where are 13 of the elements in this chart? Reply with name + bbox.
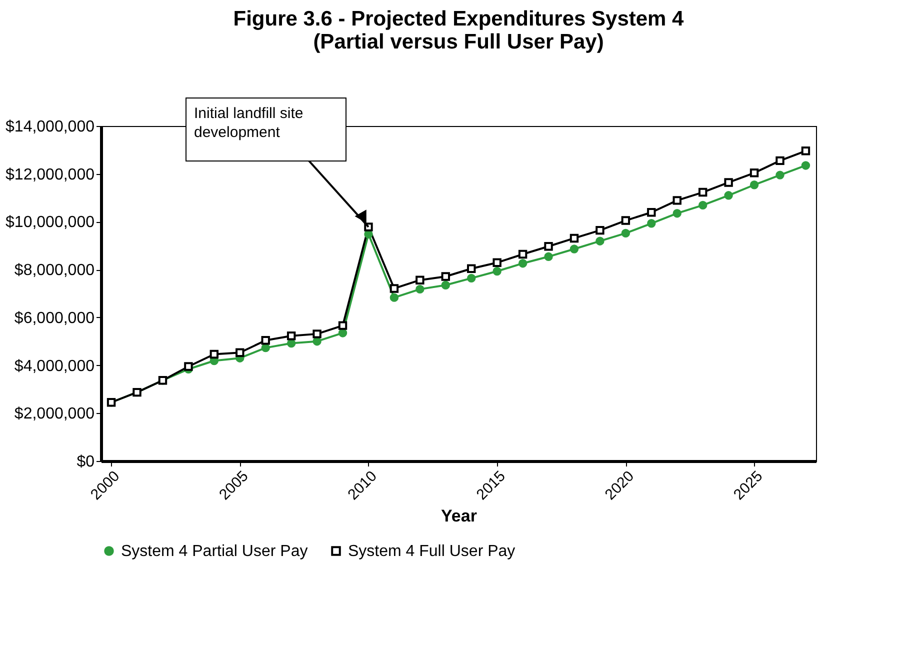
y-tick-label: $4,000,000 <box>14 358 95 375</box>
y-tick-label: $6,000,000 <box>14 310 95 327</box>
y-tick-label: $12,000,000 <box>6 166 95 184</box>
y-tick-label: $0 <box>76 454 95 470</box>
y-tick-label: $8,000,000 <box>14 262 95 280</box>
x-axis-title: Year <box>441 506 478 526</box>
chart-title: Figure 3.6 - Projected Expenditures System 4 (Partial versus Full User Pay) <box>233 8 684 54</box>
y-tick-label: $10,000,000 <box>6 214 95 232</box>
y-tick-label: $2,000,000 <box>14 406 95 423</box>
annotation: Initial landfill site development <box>194 105 304 141</box>
legend-label: System 4 Full User Pay <box>348 543 516 560</box>
y-tick-label: $14,000,000 <box>6 118 95 136</box>
legend-label: System 4 Partial User Pay <box>121 543 308 560</box>
